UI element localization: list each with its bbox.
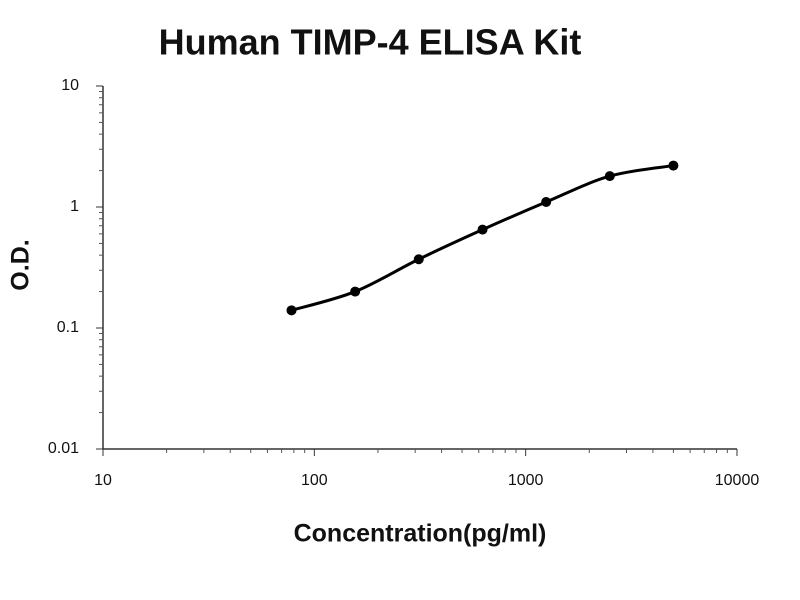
y-tick-label: 0.1: [57, 319, 79, 336]
y-tick-label: 1: [70, 198, 79, 215]
data-point: [413, 254, 424, 265]
data-point: [604, 171, 615, 182]
x-axis-label: Concentration(pg/ml): [294, 520, 547, 548]
chart-title: Human TIMP-4 ELISA Kit: [159, 22, 582, 63]
data-point: [286, 305, 297, 316]
data-point: [350, 286, 361, 297]
y-axis-label: O.D.: [7, 239, 35, 290]
data-point: [541, 196, 552, 207]
y-tick-label: 10: [61, 77, 79, 94]
x-tick-label: 1000: [508, 472, 544, 489]
x-tick-label: 10000: [715, 472, 760, 489]
data-point: [477, 224, 488, 235]
data-point: [668, 160, 679, 171]
x-tick-label: 10: [94, 472, 112, 489]
y-tick-label: 0.01: [48, 440, 79, 457]
curve: [291, 164, 674, 312]
x-tick-label: 100: [301, 472, 328, 489]
